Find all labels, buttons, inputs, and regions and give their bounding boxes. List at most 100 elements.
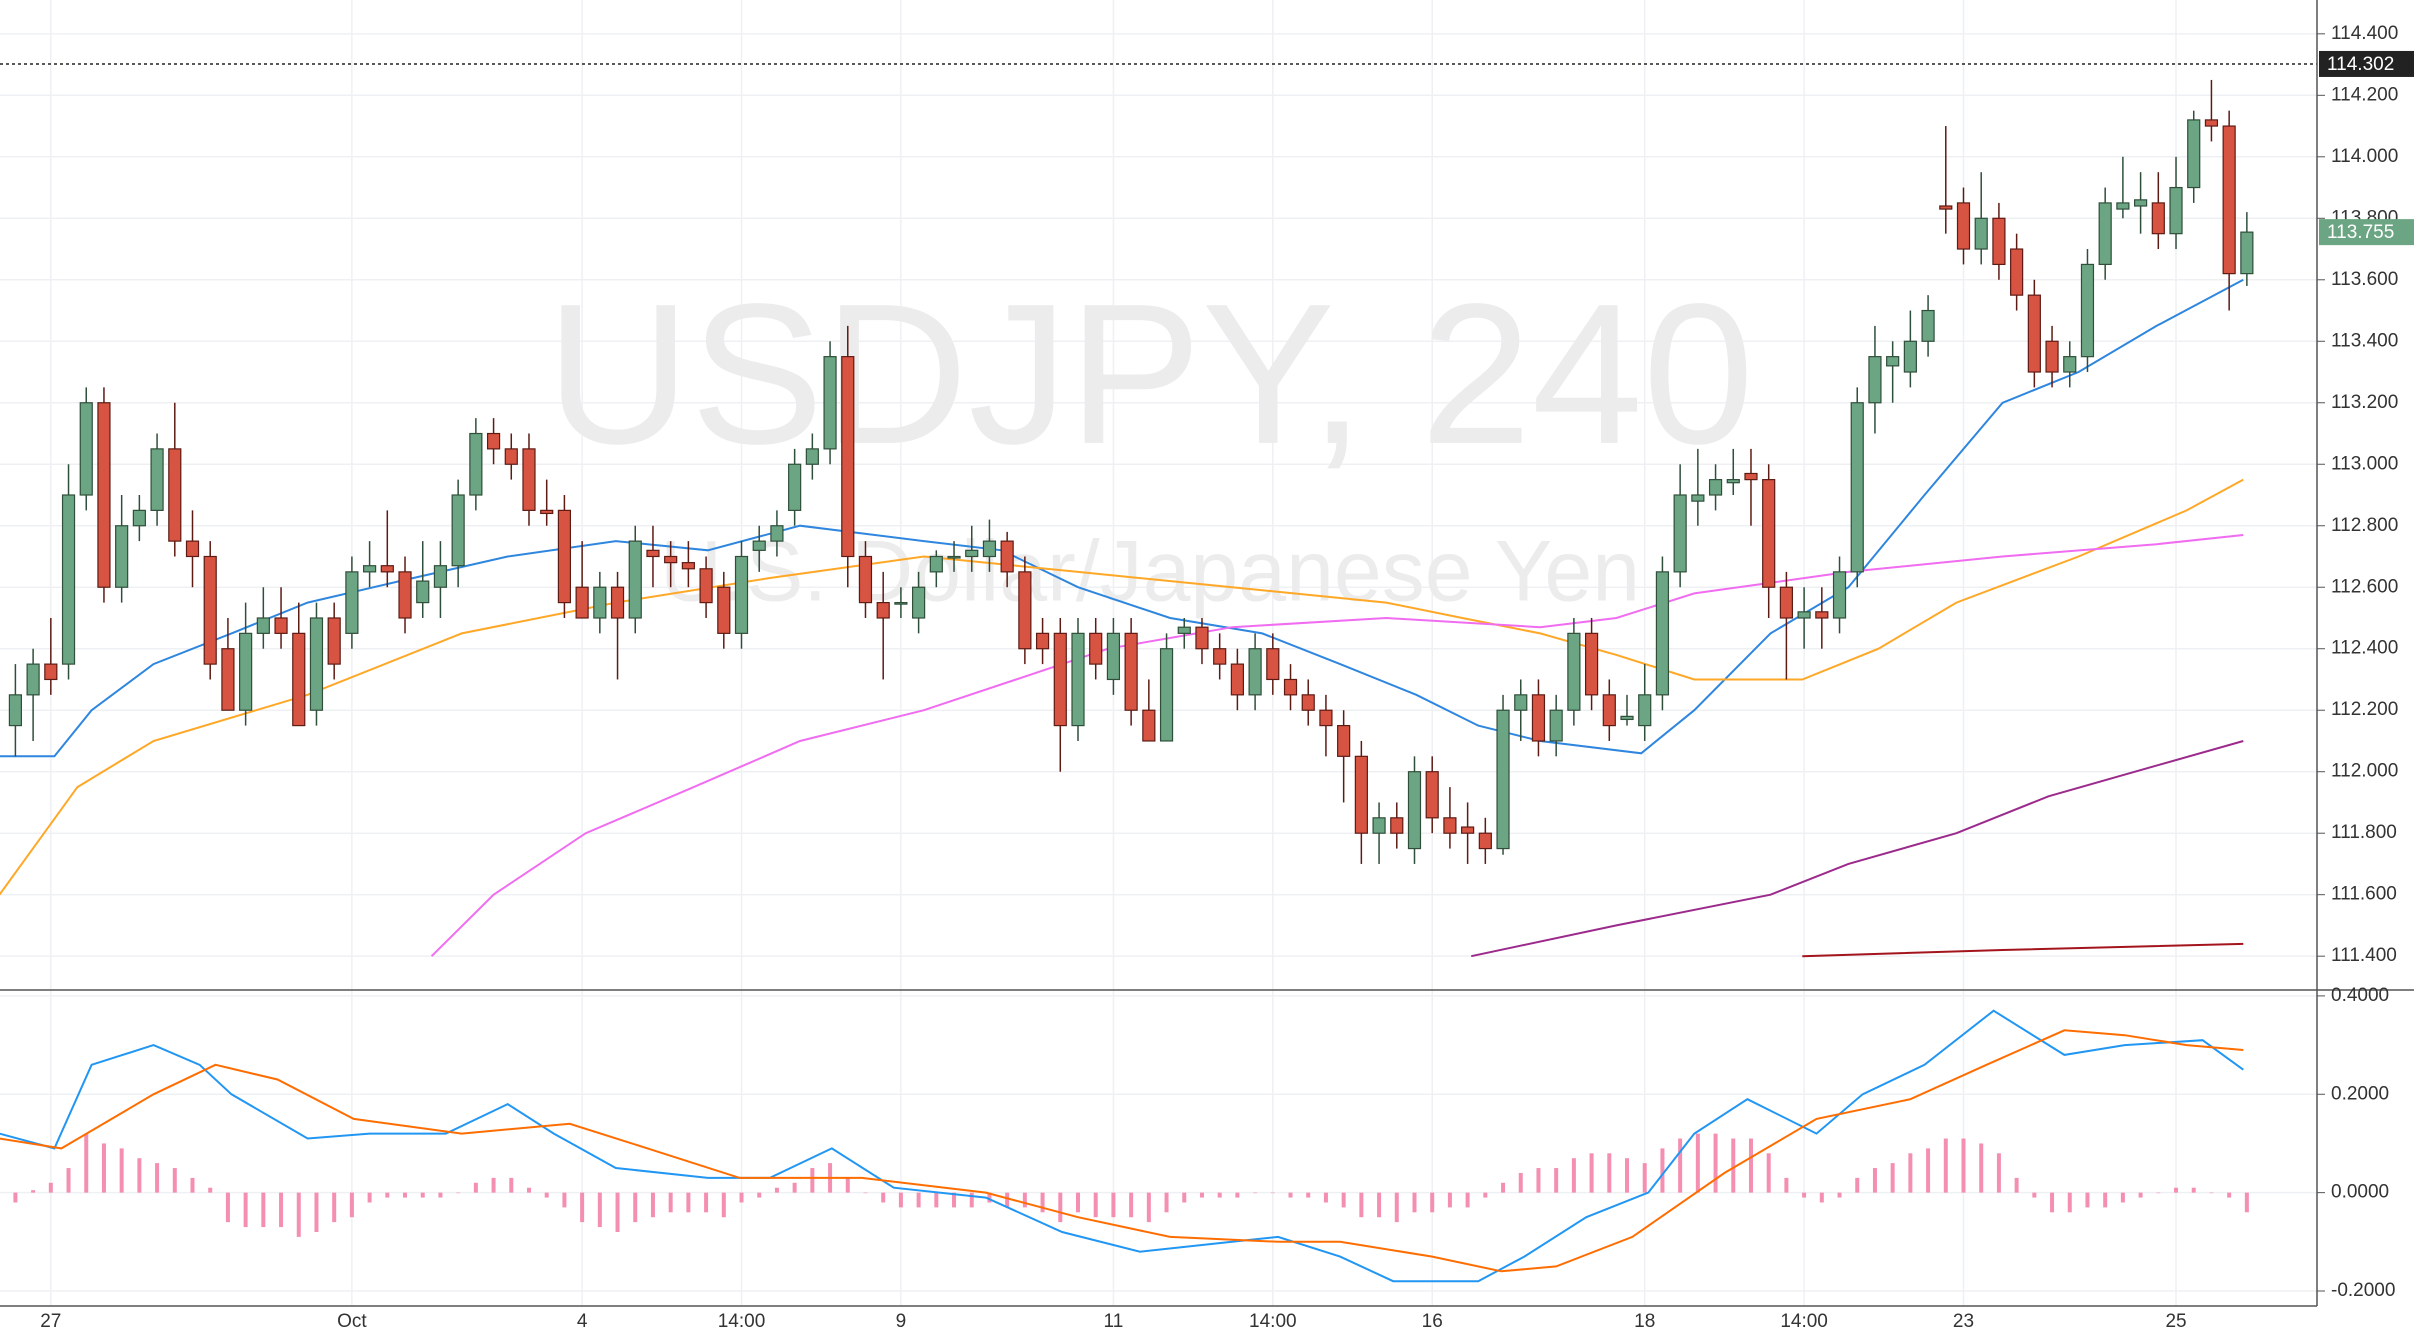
histogram-bar	[544, 1192, 549, 1198]
candle-body	[965, 549, 979, 558]
histogram-bar	[1447, 1192, 1452, 1208]
histogram-bar	[66, 1168, 71, 1193]
histogram-bar	[2191, 1187, 2196, 1193]
candle-body	[1035, 632, 1050, 650]
candle-body	[1584, 632, 1599, 696]
histogram-bar	[1182, 1192, 1187, 1203]
histogram-bar	[562, 1192, 567, 1208]
y-tick-label: 0.4000	[2331, 985, 2389, 1006]
candle-body	[1071, 632, 1085, 727]
histogram-bar	[314, 1192, 319, 1232]
candle-body	[451, 494, 465, 567]
histogram-bar	[633, 1192, 638, 1223]
histogram-bar	[898, 1192, 903, 1208]
candle-body	[97, 402, 111, 588]
histogram-bar	[420, 1192, 425, 1198]
candle-body	[876, 602, 890, 619]
histogram-bar	[792, 1182, 797, 1193]
candle-body	[221, 648, 235, 711]
histogram-bar	[1518, 1172, 1523, 1193]
candle-body	[770, 525, 784, 542]
candle-body	[327, 617, 341, 665]
candle-body	[1337, 724, 1351, 757]
histogram-bar	[367, 1192, 372, 1203]
candle-body	[1018, 571, 1032, 650]
histogram-bar	[1430, 1192, 1435, 1213]
histogram-bar	[686, 1192, 691, 1213]
histogram-bar	[1005, 1192, 1010, 1208]
candle-body	[1549, 709, 1563, 742]
candle-body	[1142, 709, 1156, 742]
candle-body	[398, 571, 412, 619]
candle-body	[1319, 709, 1333, 727]
price-pane	[0, 63, 2317, 958]
histogram-bar	[243, 1192, 248, 1228]
histogram-bar	[668, 1192, 673, 1213]
candle-body	[380, 565, 394, 573]
x-tick-label: 14:00	[1249, 1311, 1297, 1332]
histogram-bar	[2244, 1192, 2249, 1213]
candle-body	[2187, 119, 2201, 189]
x-tick-label: 4	[577, 1311, 588, 1332]
histogram-bar	[881, 1192, 886, 1203]
histogram-bar	[1554, 1168, 1559, 1193]
histogram-bar	[1908, 1153, 1913, 1193]
candle-body	[912, 586, 926, 619]
histogram-bar	[261, 1192, 266, 1228]
histogram-bar	[172, 1168, 177, 1193]
histogram-bar	[1784, 1177, 1789, 1193]
histogram-bar	[155, 1163, 160, 1193]
y-tick-label: 114.200	[2331, 84, 2398, 105]
histogram-bar	[1571, 1158, 1576, 1193]
candle-body	[79, 402, 93, 496]
x-tick-label: 27	[40, 1311, 61, 1332]
candle-body	[363, 565, 377, 573]
histogram-bar	[1164, 1192, 1169, 1213]
candle-body	[540, 509, 554, 515]
histogram-bar	[845, 1177, 850, 1193]
candle-body	[1159, 648, 1174, 742]
histogram-bar	[1837, 1192, 1842, 1198]
candle-body	[1301, 694, 1315, 711]
candle-body	[823, 356, 837, 450]
watermark: USDJPY, 240 U.S. Dollar/Japanese Yen	[546, 263, 1754, 620]
histogram-bar	[650, 1192, 655, 1218]
histogram-bar	[615, 1192, 620, 1232]
candle-body	[1602, 694, 1616, 727]
price-label: 113.755	[2327, 222, 2394, 243]
histogram-bar	[349, 1192, 354, 1218]
candle-body	[1956, 202, 1971, 250]
histogram-bar	[1961, 1138, 1966, 1193]
candle-body	[1372, 817, 1386, 834]
candle-body	[557, 509, 572, 604]
histogram-bar	[119, 1148, 124, 1193]
candle-body	[522, 448, 536, 511]
y-tick-label: 113.000	[2331, 453, 2398, 474]
candle-body	[1921, 309, 1935, 342]
price-label-box	[2319, 50, 2414, 77]
candle-body	[929, 555, 943, 573]
candle-body	[8, 694, 22, 727]
histogram-bar	[863, 1192, 868, 1194]
histogram-bar	[1802, 1192, 1807, 1198]
histogram-bar	[1819, 1192, 1824, 1203]
histogram-bar	[1323, 1192, 1328, 1203]
candle-body	[185, 540, 200, 558]
histogram-bar	[332, 1192, 337, 1223]
x-tick-label: 18	[1634, 1311, 1655, 1332]
histogram-bar	[84, 1133, 89, 1193]
candle-body	[150, 448, 164, 511]
histogram-bar	[916, 1192, 921, 1208]
y-tick-label: 112.400	[2331, 638, 2398, 659]
candle-body	[1797, 611, 1811, 619]
histogram-bar	[526, 1187, 531, 1193]
histogram-bar	[296, 1192, 301, 1237]
histogram-bar	[1536, 1168, 1541, 1193]
histogram-bar	[1199, 1192, 1204, 1198]
histogram-bar	[190, 1177, 195, 1193]
histogram-bar	[1288, 1192, 1293, 1198]
histogram-bar	[438, 1192, 443, 1198]
histogram-bar	[2156, 1192, 2161, 1194]
y-tick-label: -0.2000	[2331, 1280, 2395, 1301]
histogram-bar	[1731, 1138, 1736, 1193]
